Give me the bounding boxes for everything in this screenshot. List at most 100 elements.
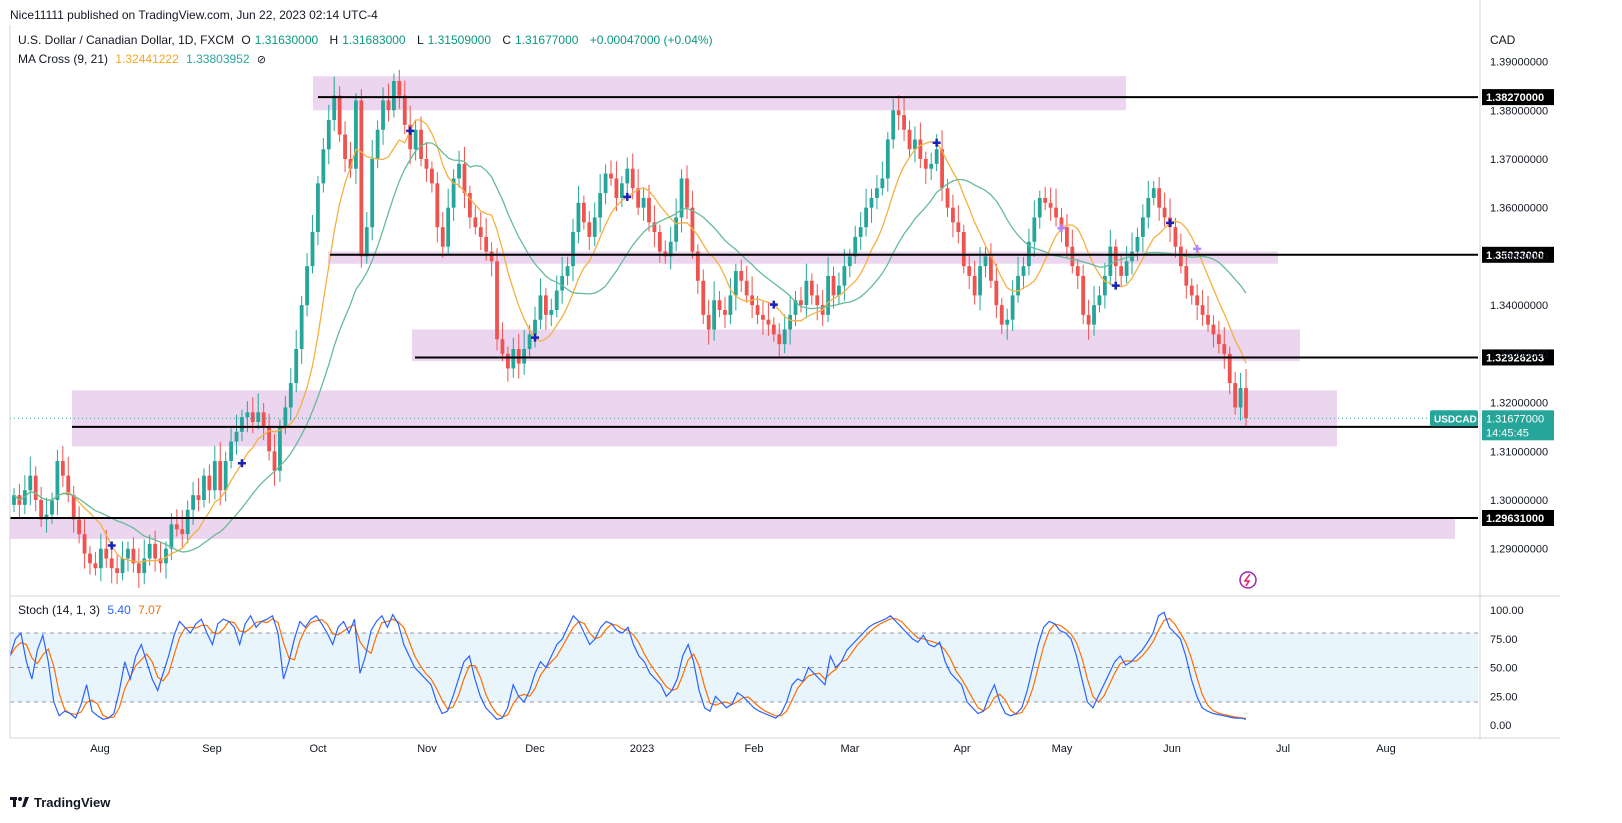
candle (495, 248, 499, 351)
symbol-tag-text: USDCAD (1434, 414, 1477, 425)
open-value: 1.31630000 (254, 33, 319, 47)
candle (1054, 188, 1058, 227)
candle-body (392, 81, 396, 111)
eye-off-icon[interactable]: ⊘ (256, 54, 267, 66)
candle-body (543, 295, 548, 315)
candle-body (706, 314, 711, 330)
candle-body (77, 519, 82, 535)
candle-body (1016, 275, 1020, 296)
candle (1070, 229, 1075, 274)
candle-body (809, 280, 814, 296)
candle (1189, 278, 1194, 305)
candle (332, 76, 337, 132)
ma-cross-legend[interactable]: MA Cross (9, 21) 1.32441222 1.33803952 ⊘ (18, 52, 270, 66)
sr-zone (412, 329, 1300, 362)
candle (994, 263, 999, 319)
candle (636, 169, 641, 215)
candle (701, 269, 706, 325)
symbol-legend[interactable]: U.S. Dollar / Canadian Dollar, 1D, FXCM … (18, 33, 717, 47)
candle-body (375, 129, 380, 159)
candle-body (961, 232, 966, 267)
candle-body (657, 232, 662, 252)
candle-body (733, 271, 738, 296)
candle (402, 80, 407, 135)
candle-body (180, 529, 185, 535)
horizontal-levels[interactable]: 1.382700001.350330001.329262031.31499997… (10, 89, 1554, 526)
candle (761, 301, 765, 335)
candle (310, 215, 315, 274)
candle (223, 451, 228, 502)
candle-body (93, 563, 98, 569)
candle-body (457, 163, 461, 179)
ma-cross-marker (406, 126, 415, 135)
candle-body (408, 124, 413, 150)
candle-body (793, 300, 798, 315)
candle (614, 161, 619, 212)
candle (864, 188, 868, 237)
ma-cross-marker (1057, 224, 1066, 233)
candle (999, 297, 1004, 334)
candle-body (337, 95, 342, 135)
candle (804, 263, 809, 319)
candle (462, 146, 467, 209)
candle (142, 539, 147, 585)
time-tick-label: Oct (309, 743, 326, 755)
candle-body (864, 207, 868, 228)
candle (923, 151, 928, 184)
candle-body (744, 280, 749, 296)
candle-body (771, 324, 776, 335)
ma-cross-marker (1166, 218, 1175, 227)
candle-body (668, 241, 673, 257)
high-label: H 1.31683000 (329, 33, 406, 47)
candle (1200, 290, 1205, 327)
candle (907, 120, 912, 157)
candle (240, 409, 244, 442)
candle-body (1043, 197, 1048, 203)
candle-body (766, 319, 771, 325)
time-tick-label: Jul (1276, 743, 1290, 755)
candle (1184, 249, 1189, 299)
candle (82, 517, 87, 569)
candle-body (250, 412, 255, 423)
candle (1140, 204, 1145, 253)
level-label-bg (1482, 89, 1554, 106)
candle (1032, 200, 1037, 257)
candle-body (619, 183, 624, 198)
close-label: C 1.31677000 (502, 33, 579, 47)
candle-body (1157, 188, 1162, 208)
level-price-label: 1.35033000 (1482, 246, 1554, 263)
candle-body (272, 451, 277, 471)
stoch-legend[interactable]: Stoch (14, 1, 3) 5.40 7.07 (18, 603, 165, 617)
candle-body (288, 383, 293, 408)
candle (321, 138, 326, 193)
candle (619, 176, 624, 208)
candle-body (462, 163, 467, 194)
candle (929, 152, 934, 180)
price-tick-label: 1.33000000 (1490, 349, 1548, 361)
price-tick-label: 1.38000000 (1490, 105, 1548, 117)
candle-body (1108, 246, 1113, 276)
candle-body (592, 217, 597, 237)
candle-body (777, 334, 782, 345)
candle-body (343, 134, 347, 159)
candle-body (723, 310, 727, 315)
candle-body (1233, 383, 1238, 408)
footer[interactable]: TradingView (10, 795, 110, 810)
candle-body (12, 495, 16, 505)
candle-body (212, 461, 217, 491)
candle (1108, 229, 1113, 286)
candle-body (39, 500, 44, 520)
candle-body (478, 227, 483, 237)
candle-body (1037, 197, 1042, 218)
candle-body (435, 183, 440, 228)
time-tick-label: Jun (1163, 743, 1181, 755)
candle (370, 139, 375, 241)
candle (1130, 232, 1134, 275)
stoch-tick-label: 75.00 (1490, 634, 1518, 646)
candle-body (354, 100, 358, 169)
candle (299, 295, 304, 365)
candle-body (1092, 305, 1096, 325)
candle-body (283, 407, 288, 427)
flash-icon-bolt (1243, 573, 1251, 587)
candle-body (549, 310, 554, 315)
